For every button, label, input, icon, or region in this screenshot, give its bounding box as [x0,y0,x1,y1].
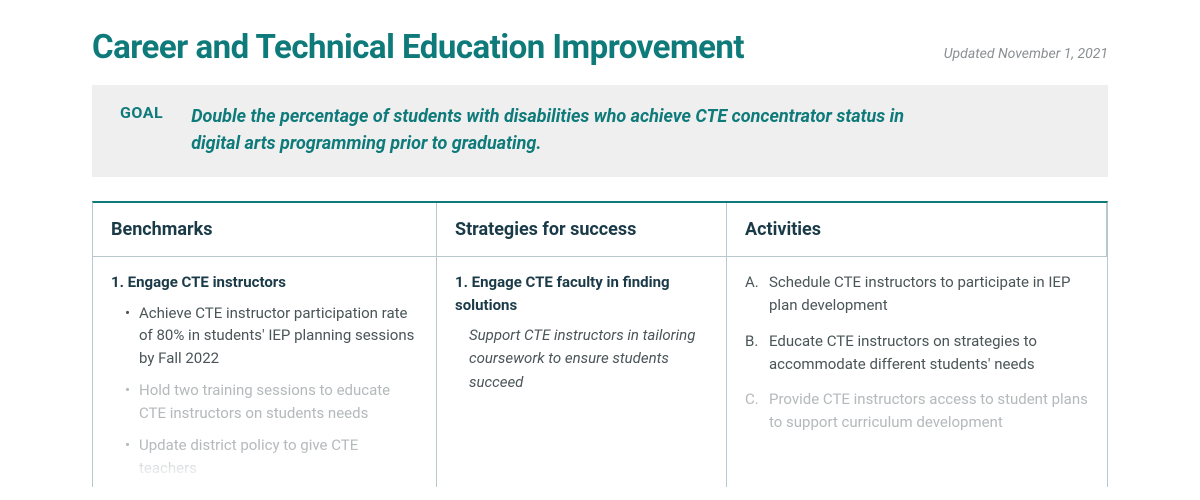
activities-list: Schedule CTE instructors to participate … [745,271,1089,435]
activity-item: Educate CTE instructors on strategies to… [745,330,1089,377]
activity-item: Schedule CTE instructors to participate … [745,271,1089,318]
strategies-subtitle: Support CTE instructors in tailoring cou… [469,324,708,394]
plan-table: Benchmarks Strategies for success Activi… [92,201,1108,487]
benchmarks-list: Achieve CTE instructor participation rat… [125,302,418,480]
benchmark-item: Hold two training sessions to educate CT… [125,379,418,424]
benchmark-item: Achieve CTE instructor participation rat… [125,302,418,370]
strategies-section-title: 1. Engage CTE faculty in finding solutio… [455,271,708,316]
strategies-cell: 1. Engage CTE faculty in finding solutio… [437,257,727,487]
fade-overlay [727,447,1107,487]
col-header-benchmarks: Benchmarks [93,203,437,257]
header-row: Career and Technical Education Improveme… [92,28,1108,67]
goal-text: Double the percentage of students with d… [191,103,911,157]
page-title: Career and Technical Education Improveme… [92,28,744,67]
benchmark-item: Update district policy to give CTE teach… [125,434,418,479]
benchmarks-cell: 1. Engage CTE instructors Achieve CTE in… [93,257,437,487]
goal-label: GOAL [120,103,163,157]
updated-date: Updated November 1, 2021 [944,46,1108,62]
goal-box: GOAL Double the percentage of students w… [92,85,1108,177]
col-header-strategies: Strategies for success [437,203,727,257]
benchmarks-section-title: 1. Engage CTE instructors [111,271,418,294]
activity-item: Provide CTE instructors access to studen… [745,388,1089,435]
col-header-activities: Activities [727,203,1107,257]
activities-cell: Schedule CTE instructors to participate … [727,257,1107,487]
